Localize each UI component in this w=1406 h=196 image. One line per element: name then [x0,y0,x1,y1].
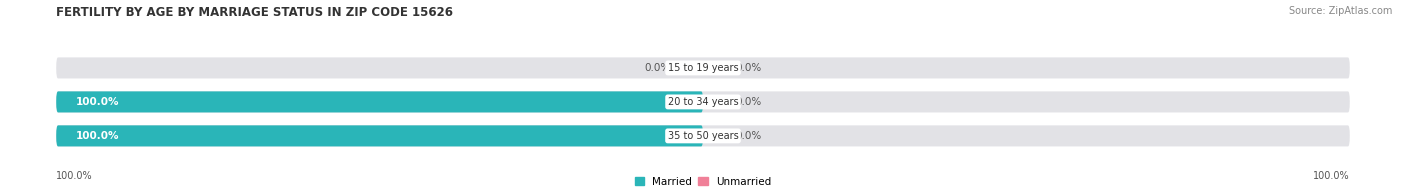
Text: 100.0%: 100.0% [56,171,93,181]
Text: Source: ZipAtlas.com: Source: ZipAtlas.com [1288,6,1392,16]
Text: 100.0%: 100.0% [76,131,120,141]
Text: 35 to 50 years: 35 to 50 years [668,131,738,141]
Text: 20 to 34 years: 20 to 34 years [668,97,738,107]
Text: 100.0%: 100.0% [1313,171,1350,181]
Legend: Married, Unmarried: Married, Unmarried [630,172,776,191]
FancyBboxPatch shape [56,57,1350,78]
Text: 15 to 19 years: 15 to 19 years [668,63,738,73]
Text: 0.0%: 0.0% [644,63,671,73]
FancyBboxPatch shape [56,125,703,146]
Text: FERTILITY BY AGE BY MARRIAGE STATUS IN ZIP CODE 15626: FERTILITY BY AGE BY MARRIAGE STATUS IN Z… [56,6,453,19]
FancyBboxPatch shape [56,91,703,113]
FancyBboxPatch shape [56,125,1350,146]
Text: 100.0%: 100.0% [76,97,120,107]
Text: 0.0%: 0.0% [735,131,762,141]
Text: 0.0%: 0.0% [735,97,762,107]
Text: 0.0%: 0.0% [735,63,762,73]
FancyBboxPatch shape [56,91,1350,113]
